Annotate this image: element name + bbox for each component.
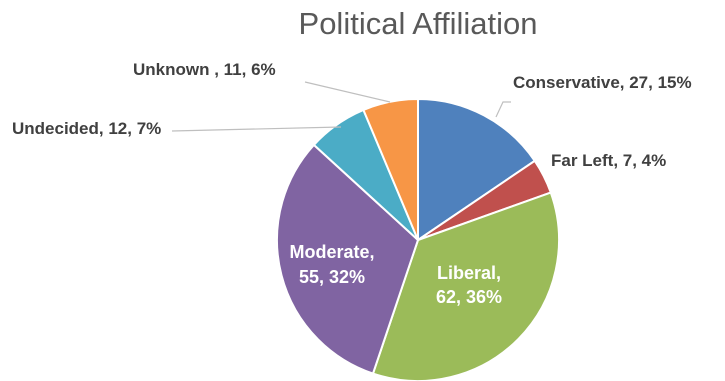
data-label-undecided: Undecided, 12, 7% — [12, 119, 161, 138]
leader-line-conservative — [495, 101, 511, 118]
pie-slices — [276, 97, 560, 381]
chart-title: Political Affiliation — [299, 6, 538, 41]
data-label-moderate: Moderate, 55, 32% — [289, 242, 374, 287]
data-label-unknown: Unknown , 11, 6% — [133, 60, 276, 79]
leader-line-unknown — [304, 81, 391, 103]
pie-slice-moderate — [276, 143, 420, 375]
data-label-liberal: Liberal, 62, 36% — [436, 263, 502, 307]
pie-slice-conservative — [417, 97, 537, 242]
data-label-far-left: Far Left, 7, 4% — [551, 151, 666, 170]
pie-slice-unknown — [362, 97, 419, 241]
leader-lines — [171, 81, 511, 132]
leader-line-undecided — [171, 126, 342, 132]
data-label-conservative: Conservative, 27, 15% — [513, 73, 692, 92]
data-labels: Conservative, 27, 15% Far Left, 7, 4% Libe… — [12, 60, 692, 307]
